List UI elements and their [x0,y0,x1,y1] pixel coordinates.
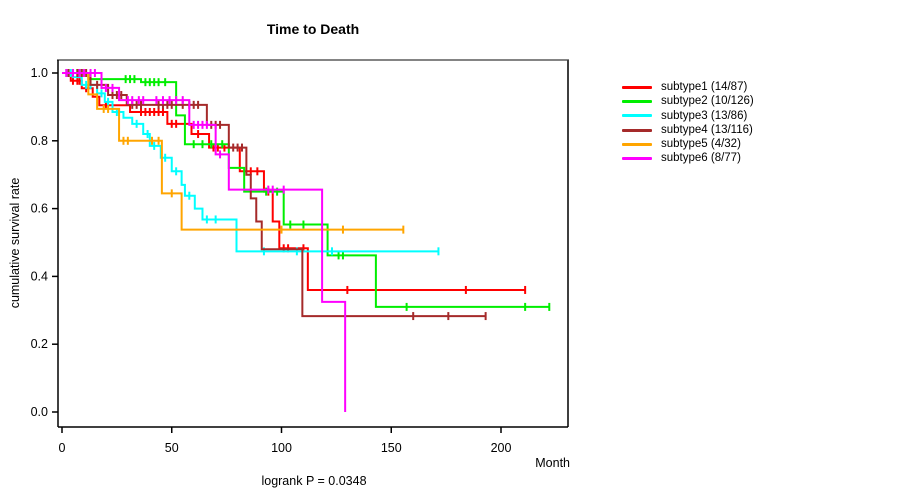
x-tick-label: 0 [59,441,66,455]
legend-label: subtype2 (10/126) [661,95,754,108]
legend-line-swatch-subtype3 [622,114,652,118]
series-subtype3-line [62,72,439,253]
series-subtype6-line [62,72,347,412]
legend-label: subtype6 (8/77) [661,152,741,165]
legend-label: subtype4 (13/116) [661,123,753,136]
legend-line-swatch-subtype6 [622,157,652,161]
legend-item-subtype3: subtype3 (13/86) [622,109,754,123]
x-tick-label: 100 [271,441,292,455]
legend-line-swatch-subtype5 [622,142,652,146]
x-tick-label: 200 [491,441,512,455]
legend-item-subtype2: subtype2 (10/126) [622,94,754,108]
series-subtype1-line [62,72,526,291]
legend-label: subtype1 (14/87) [661,81,748,93]
legend: subtype1 (14/87) subtype2 (10/126) subtype… [622,80,754,166]
legend-line-swatch-subtype1 [622,85,652,89]
legend-item-subtype6: subtype6 (8/77) [622,151,754,165]
page-title: Time to Death [266,21,360,37]
x-axis-label: Month [535,456,570,470]
y-tick-label: 0.6 [31,202,48,216]
x-tick-label: 150 [381,441,402,455]
legend-label: subtype3 (13/86) [661,109,748,122]
y-tick-label: 0.2 [31,337,48,351]
y-tick-label: 0.8 [31,134,48,148]
legend-item-subtype4: subtype4 (13/116) [622,123,754,137]
y-tick-label: 0.4 [31,269,48,283]
series-subtype4 [62,69,487,321]
legend-line-swatch-subtype4 [622,128,652,132]
y-tick-label: 1.0 [31,66,48,80]
legend-item-subtype1: subtype1 (14/87) [622,80,754,94]
series-subtype4-line [62,72,486,318]
y-tick-label: 0.0 [31,405,48,419]
legend-label: subtype5 (4/32) [661,138,741,151]
legend-line-swatch-subtype2 [622,99,652,103]
series-subtype5-line [62,72,404,231]
logrank-p-value: logrank P = 0.0348 [261,474,367,488]
series-subtype6 [62,69,347,412]
legend-item-subtype5: subtype5 (4/32) [622,137,754,151]
x-tick-label: 50 [165,441,179,455]
